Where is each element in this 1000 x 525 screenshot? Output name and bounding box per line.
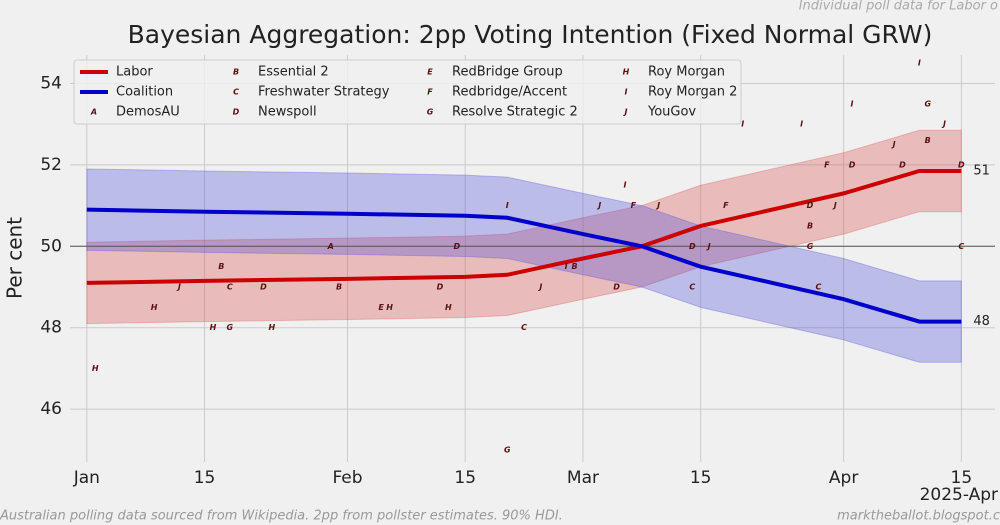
poll-marker: B: [571, 262, 577, 271]
poll-marker: I: [851, 99, 854, 108]
chart-title: Bayesian Aggregation: 2pp Voting Intenti…: [128, 20, 933, 49]
poll-marker: J: [891, 140, 896, 149]
x-tick-label: 15: [454, 468, 476, 488]
y-axis-label: Per cent: [3, 217, 27, 299]
end-label: 51: [973, 163, 990, 178]
legend-box: [73, 59, 742, 125]
poll-marker: B: [218, 262, 224, 271]
poll-marker: B: [807, 221, 813, 230]
legend-label: Resolve Strategic 2: [452, 105, 578, 120]
poll-marker: D: [849, 160, 856, 169]
poll-marker: I: [565, 262, 568, 271]
legend-marker: G: [427, 108, 434, 117]
poll-marker: E: [378, 303, 384, 312]
x-tick-label: Feb: [332, 468, 362, 488]
poll-marker: F: [631, 201, 637, 210]
poll-marker: D: [260, 282, 267, 291]
poll-marker: C: [958, 242, 964, 251]
legend-marker: D: [233, 108, 240, 117]
legend-label: Coalition: [116, 85, 173, 100]
y-tick-label: 52: [40, 155, 62, 175]
poll-marker: H: [386, 303, 393, 312]
x-tick-label: Mar: [567, 468, 599, 488]
poll-marker: D: [958, 160, 965, 169]
legend-label: Freshwater Strategy: [258, 85, 390, 100]
x-tick-label: Jan: [73, 468, 100, 488]
poll-marker: C: [689, 282, 695, 291]
footer-left: Australian polling data sourced from Wik…: [0, 509, 563, 524]
x-offset-label: 2025-Apr: [920, 485, 998, 505]
legend-label: Newspoll: [258, 105, 317, 120]
end-label: 48: [973, 314, 990, 329]
poll-marker: I: [506, 201, 509, 210]
y-tick-label: 54: [40, 73, 62, 93]
poll-marker: B: [336, 282, 342, 291]
poll-marker: I: [741, 120, 744, 129]
poll-marker: B: [925, 136, 931, 145]
x-tick-label: 15: [951, 468, 973, 488]
poll-marker: F: [723, 201, 729, 210]
series-line: [86, 207, 962, 324]
poll-marker: J: [832, 201, 837, 210]
legend-marker: H: [623, 68, 630, 77]
hdi-band: [86, 129, 962, 325]
legend-label: RedBridge Group: [452, 65, 563, 80]
poll-marker: H: [210, 323, 217, 332]
poll-marker: I: [800, 120, 803, 129]
y-tick-label: 48: [40, 318, 62, 338]
legend-marker: I: [625, 88, 628, 97]
poll-marker: J: [655, 201, 660, 210]
legend-marker: C: [233, 88, 239, 97]
poll-marker: D: [807, 201, 814, 210]
poll-marker: H: [92, 364, 99, 373]
legend-marker: A: [90, 108, 97, 117]
series-line: [86, 168, 962, 285]
legend-marker: E: [427, 68, 433, 77]
poll-marker: C: [521, 323, 527, 332]
legend-label: Roy Morgan: [648, 65, 725, 80]
poll-marker: C: [815, 282, 821, 291]
poll-marker: D: [899, 160, 906, 169]
poll-marker: D: [689, 242, 696, 251]
top-note: Individual poll data for Labor o: [799, 0, 998, 14]
poll-marker: J: [176, 282, 181, 291]
legend-label: Essential 2: [258, 65, 329, 80]
x-tick-label: Apr: [829, 468, 858, 488]
legend-marker: J: [623, 108, 628, 117]
legend: Labor Coalition A DemosAU B Essential 2 C Fresh…: [73, 59, 742, 125]
poll-marker: J: [537, 282, 542, 291]
footer-right: marktheballot.blogspot.c: [837, 509, 1000, 524]
hdi-band: [86, 168, 962, 363]
legend-marker: B: [233, 68, 239, 77]
poll-marker: J: [941, 120, 946, 129]
poll-marker: H: [151, 303, 158, 312]
legend-label: DemosAU: [116, 105, 180, 120]
poll-marker: I: [918, 59, 921, 68]
poll-marker: F: [824, 160, 830, 169]
poll-marker: D: [437, 282, 444, 291]
poll-marker: H: [445, 303, 452, 312]
legend-marker: F: [427, 88, 433, 97]
poll-marker: D: [613, 282, 620, 291]
poll-marker: G: [924, 99, 931, 108]
x-tick-label: 15: [194, 468, 216, 488]
poll-marker: G: [226, 323, 233, 332]
poll-marker: A: [327, 242, 334, 251]
poll-marker: H: [268, 323, 275, 332]
poll-marker: D: [453, 242, 460, 251]
poll-marker: G: [807, 242, 814, 251]
poll-marker: I: [624, 181, 627, 190]
y-tick-label: 46: [40, 399, 62, 419]
y-tick-label: 50: [40, 236, 62, 256]
poll-marker: J: [596, 201, 601, 210]
poll-marker: J: [706, 242, 711, 251]
x-tick-label: 15: [690, 468, 712, 488]
poll-marker: C: [227, 282, 233, 291]
poll-marker: G: [504, 445, 511, 454]
legend-label: Redbridge/Accent: [452, 85, 567, 100]
legend-label: Labor: [116, 65, 153, 80]
legend-label: YouGov: [647, 105, 696, 120]
legend-label: Roy Morgan 2: [648, 85, 737, 100]
